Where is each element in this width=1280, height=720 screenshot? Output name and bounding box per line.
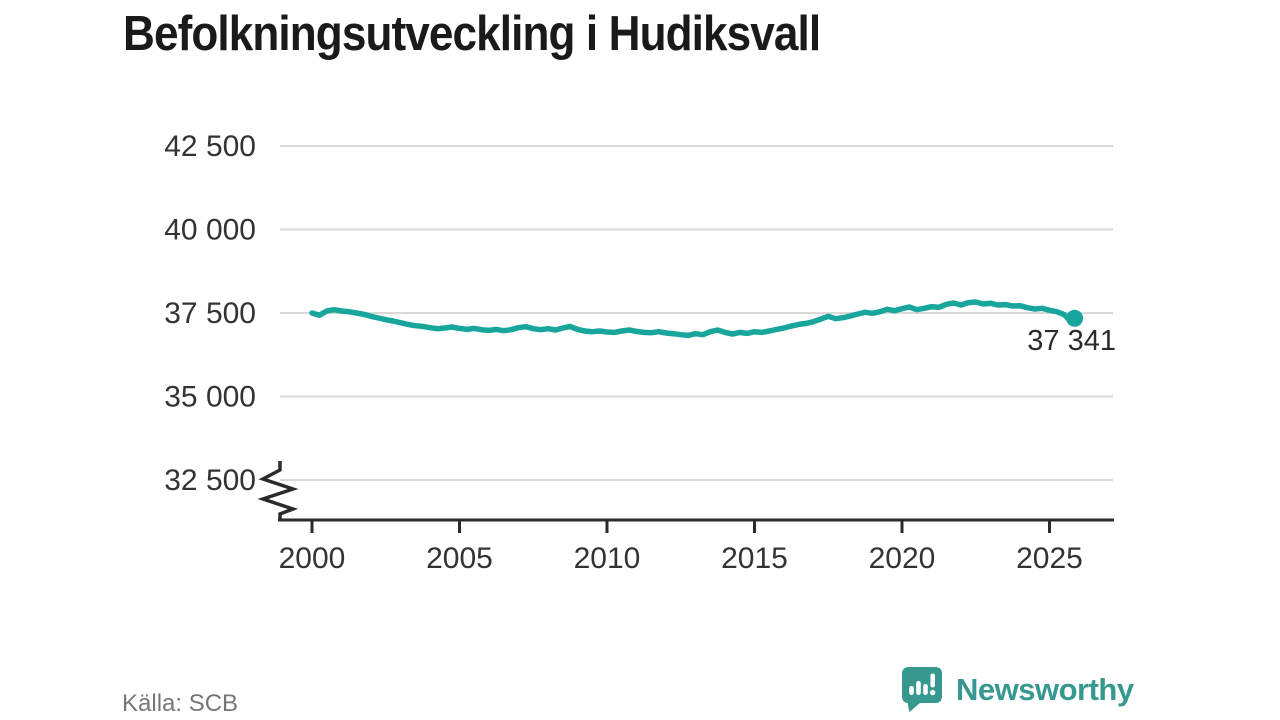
- x-axis-tick-label: 2025: [1016, 542, 1083, 575]
- axis-break-icon: [257, 461, 299, 520]
- x-axis-tick-label: 2015: [721, 542, 788, 575]
- newsworthy-speech-bubble-icon: [902, 667, 942, 712]
- population-line-series: [309, 299, 1078, 339]
- x-axis-tick-label: 2020: [869, 542, 936, 575]
- y-axis-tick-label: 37 500: [164, 297, 256, 330]
- end-value-label: 37 341: [1027, 325, 1116, 357]
- y-axis-tick-label: 35 000: [164, 381, 256, 414]
- y-axis-tick-label: 40 000: [164, 214, 256, 247]
- y-axis-tick-label: 32 500: [164, 464, 256, 497]
- x-axis-tick-label: 2005: [426, 542, 493, 575]
- chart-title: Befolkningsutveckling i Hudiksvall: [123, 7, 821, 61]
- series-end-dot: [1066, 309, 1084, 327]
- y-axis-tick-label: 42 500: [164, 130, 256, 163]
- x-axis-tick-label: 2010: [574, 542, 641, 575]
- source-note: Källa: SCB: [122, 690, 239, 717]
- brand-name: Newsworthy: [956, 671, 1134, 707]
- x-axis-tick-label: 2000: [279, 542, 346, 575]
- newsworthy-logo[interactable]: Newsworthy: [901, 666, 1134, 713]
